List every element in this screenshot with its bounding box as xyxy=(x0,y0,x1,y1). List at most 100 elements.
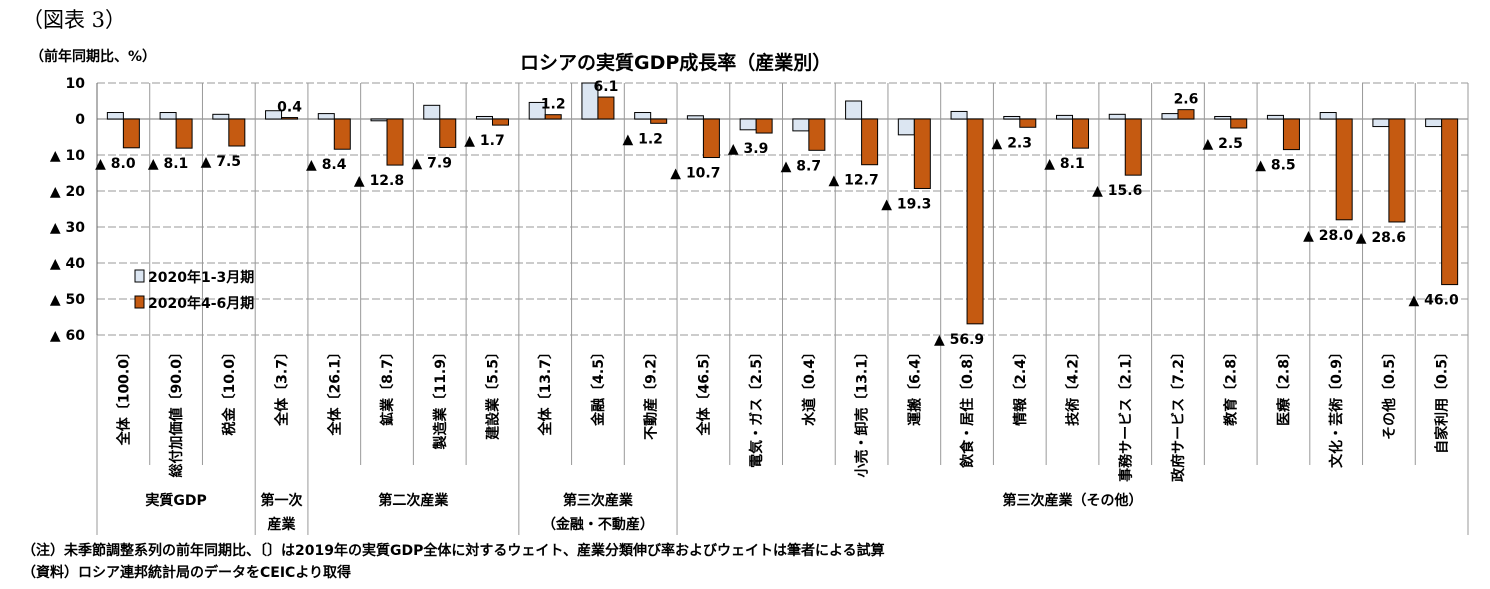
data-label: ▲ 8.1 xyxy=(148,156,188,172)
category-label: 小売・卸売〔13.1〕 xyxy=(854,345,871,478)
bar-q1 xyxy=(1425,118,1443,128)
bar-q1 xyxy=(1214,115,1232,120)
y-tick-label: ▲ 40 xyxy=(50,256,85,272)
y-tick-label: ▲ 10 xyxy=(50,148,85,164)
group-label: 産業 xyxy=(268,516,297,533)
data-label: 2.6 xyxy=(1174,92,1199,108)
data-label: ▲ 2.5 xyxy=(1202,136,1242,152)
y-tick-label: ▲ 20 xyxy=(50,184,85,200)
data-label: ▲ 3.9 xyxy=(728,141,768,157)
group-label: 第一次 xyxy=(261,492,303,509)
bar-q1 xyxy=(897,118,915,136)
bar-q2 xyxy=(1072,118,1090,149)
data-label: ▲ 8.0 xyxy=(95,156,136,172)
bar-q1 xyxy=(475,115,493,120)
bar-q2 xyxy=(861,118,879,166)
bar-q1 xyxy=(1056,114,1074,120)
bar-q2 xyxy=(1177,109,1195,120)
chart-title: ロシアの実質GDP成長率（産業別） xyxy=(520,52,832,74)
legend-swatch xyxy=(134,295,145,309)
category-label: 自家利用〔0.5〕 xyxy=(1434,345,1451,454)
y-tick-label: ▲ 60 xyxy=(50,328,85,344)
bar-q1 xyxy=(1266,114,1284,120)
category-label: 医療〔2.8〕 xyxy=(1275,345,1292,426)
data-label: ▲ 8.5 xyxy=(1255,158,1295,174)
data-label: ▲ 28.6 xyxy=(1356,230,1406,246)
bar-q1 xyxy=(1108,113,1126,120)
category-label: 教育〔2.8〕 xyxy=(1223,345,1240,426)
data-label: ▲ 46.0 xyxy=(1409,293,1459,309)
y-tick-label: ▲ 30 xyxy=(50,220,85,236)
bar-q1 xyxy=(317,113,335,120)
category-label: 運搬〔6.4〕 xyxy=(906,345,923,426)
category-label: その他〔0.5〕 xyxy=(1381,345,1398,440)
y-axis-unit: （前年同期比、%） xyxy=(30,49,157,65)
data-label: ▲ 8.1 xyxy=(1044,156,1084,172)
data-label: 0.4 xyxy=(277,100,302,116)
bar-q1 xyxy=(792,118,810,132)
data-label: ▲ 1.7 xyxy=(464,133,504,149)
bar-q1 xyxy=(634,112,652,120)
bar-q1 xyxy=(528,101,546,120)
y-tick-label: ▲ 50 xyxy=(50,292,85,308)
data-label: ▲ 2.3 xyxy=(992,135,1032,151)
bar-q2 xyxy=(281,117,299,120)
group-label: 第三次産業 xyxy=(563,492,634,509)
category-label: 不動産〔9.2〕 xyxy=(643,345,660,440)
bar-q2 xyxy=(650,118,668,124)
category-label: 水道〔0.4〕 xyxy=(801,345,818,426)
data-label: 6.1 xyxy=(594,79,619,95)
category-label: 鉱業〔8.7〕 xyxy=(379,345,396,426)
bar-q2 xyxy=(122,118,140,149)
y-tick-label: 10 xyxy=(66,76,86,92)
data-label: ▲ 12.7 xyxy=(829,173,879,189)
category-label: 全体〔26.1〕 xyxy=(326,345,343,437)
bar-q1 xyxy=(1003,115,1021,120)
bar-q2 xyxy=(1019,118,1037,128)
category-label: 全体〔46.5〕 xyxy=(695,345,712,437)
bar-q2 xyxy=(808,118,826,151)
bar-q2 xyxy=(228,118,246,147)
bar-q1 xyxy=(159,112,177,120)
chart-source: （資料）ロシア連邦統計局のデータをCEICより取得 xyxy=(22,565,352,581)
bar-q2 xyxy=(491,118,509,126)
category-label: 総付加価値〔90.0〕 xyxy=(168,345,185,478)
group-label: 実質GDP xyxy=(145,492,206,509)
bar-q1 xyxy=(1319,112,1337,120)
category-label: 文化・芸術〔0.9〕 xyxy=(1328,345,1345,468)
category-label: 事務サービス〔2.1〕 xyxy=(1117,345,1134,482)
bar-q1 xyxy=(370,118,388,122)
data-label: ▲ 8.7 xyxy=(781,158,821,174)
group-label: （金融・不動産） xyxy=(542,516,654,533)
legend-label: 2020年1-3月期 xyxy=(148,269,254,286)
data-label: ▲ 7.9 xyxy=(412,155,452,171)
category-label: 建設業〔5.5〕 xyxy=(484,345,501,440)
bar-q2 xyxy=(597,96,615,120)
bar-q1 xyxy=(423,104,441,120)
chart-note: （注）未季節調整系列の前年同期比、〔〕は2019年の実質GDP全体に対するウェイ… xyxy=(22,543,885,559)
category-label: 全体〔13.7〕 xyxy=(537,345,554,437)
figure-label: （図表 3） xyxy=(22,8,127,32)
bar-q2 xyxy=(1441,118,1459,286)
bar-q1 xyxy=(845,100,863,120)
bar-q1 xyxy=(1161,113,1179,120)
category-label: 技術〔4.2〕 xyxy=(1065,345,1082,426)
data-label: ▲ 8.4 xyxy=(306,157,347,173)
bar-q2 xyxy=(175,118,193,149)
group-label: 第二次産業 xyxy=(378,492,449,509)
bar-q1 xyxy=(950,110,968,120)
bar-q1 xyxy=(106,112,124,120)
category-label: 飲食・居住〔0.8〕 xyxy=(959,345,976,469)
category-label: 製造業〔11.9〕 xyxy=(432,345,449,451)
category-label: 電気・ガス〔2.5〕 xyxy=(748,345,765,468)
bar-q2 xyxy=(386,118,404,166)
category-label: 金融〔4.5〕 xyxy=(590,345,607,427)
data-label: 1.2 xyxy=(541,97,566,113)
group-label: 第三次産業（その他） xyxy=(1003,492,1143,509)
category-label: 政府サービス〔7.2〕 xyxy=(1170,345,1187,482)
legend-label: 2020年4-6月期 xyxy=(148,295,254,312)
bar-q2 xyxy=(755,118,773,134)
bar-q1 xyxy=(212,113,230,120)
data-label: ▲ 1.2 xyxy=(622,131,662,147)
